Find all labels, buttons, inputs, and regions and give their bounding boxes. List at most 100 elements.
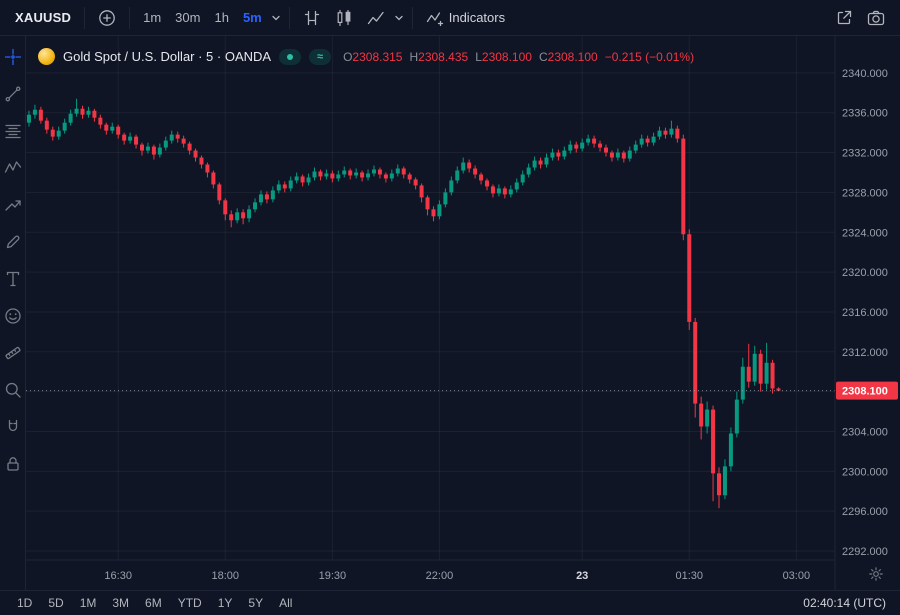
text-tool-button[interactable] [2, 268, 24, 290]
legend-symbol-title[interactable]: Gold Spot / U.S. Dollar · 5 · OANDA [63, 49, 272, 64]
close-value: 2308.100 [547, 49, 598, 64]
symbol-search-button[interactable]: XAUUSD [8, 6, 78, 29]
chart-style-candles-button[interactable] [328, 5, 360, 31]
low-value: 2308.100 [481, 49, 532, 64]
ohlc-readout: O 2308.315 H 2308.435 L 2308.100 C 2308.100 … [343, 50, 694, 64]
interval-menu-button[interactable] [269, 9, 283, 27]
svg-text:19:30: 19:30 [319, 570, 347, 582]
projection-tool-button[interactable] [2, 194, 24, 216]
top-toolbar-left: XAUUSD 1m 30m 1h 5m [8, 5, 512, 31]
lock-tool-button[interactable] [2, 453, 24, 475]
last-price-tag [836, 381, 898, 400]
measure-tool-button[interactable] [2, 342, 24, 364]
svg-text:23: 23 [576, 570, 588, 582]
range-button-all[interactable]: All [272, 594, 299, 612]
screenshot-button[interactable] [860, 5, 892, 31]
pattern-icon [4, 161, 21, 173]
svg-text:2308.100: 2308.100 [842, 386, 888, 398]
interval-button-1h[interactable]: 1h [207, 6, 235, 29]
svg-text:2324.000: 2324.000 [842, 227, 888, 239]
chart-pane: 2340.000 2336.000 2332.000 2328.000 2324.000… [26, 36, 900, 590]
brush-icon [6, 235, 19, 249]
date-range-buttons: 1D 5D 1M 3M 6M YTD 1Y 5Y All [10, 594, 299, 612]
svg-text:2300.000: 2300.000 [842, 466, 888, 478]
top-toolbar: XAUUSD 1m 30m 1h 5m [0, 0, 900, 36]
drawing-toolbar [0, 36, 26, 590]
brush-tool-button[interactable] [2, 231, 24, 253]
chevron-down-icon [395, 15, 403, 20]
magnet-icon [8, 419, 17, 432]
camera-icon [867, 10, 885, 25]
toolbar-separator [129, 6, 131, 29]
svg-text:22:00: 22:00 [426, 570, 454, 582]
indicators-icon [426, 11, 443, 26]
range-button-6m[interactable]: 6M [138, 594, 169, 612]
emoji-tool-button[interactable] [2, 305, 24, 327]
toolbar-separator [411, 6, 413, 29]
fibonacci-icon [4, 124, 21, 139]
crosshair-tool-button[interactable] [2, 46, 24, 68]
range-button-5y[interactable]: 5Y [241, 594, 270, 612]
interval-button-5m[interactable]: 5m [236, 6, 269, 29]
svg-text:18:00: 18:00 [212, 570, 240, 582]
trendline-icon [5, 86, 20, 102]
candlestick-chart[interactable]: 2340.000 2336.000 2332.000 2328.000 2324.000… [26, 36, 900, 590]
market-status-badge[interactable] [279, 48, 302, 65]
svg-text:2328.000: 2328.000 [842, 187, 888, 199]
svg-text:2312.000: 2312.000 [842, 347, 888, 359]
svg-text:01:30: 01:30 [675, 570, 703, 582]
gear-icon [869, 567, 883, 581]
trendline-tool-button[interactable] [2, 83, 24, 105]
share-button[interactable] [828, 5, 860, 31]
range-button-ytd[interactable]: YTD [171, 594, 209, 612]
zoom-tool-button[interactable] [2, 379, 24, 401]
top-toolbar-right [828, 5, 892, 31]
range-button-3m[interactable]: 3M [105, 594, 136, 612]
interval-button-1m[interactable]: 1m [136, 6, 168, 29]
toolbar-separator [84, 6, 86, 29]
bars-style-icon [304, 10, 319, 25]
chart-style-menu-button[interactable] [392, 9, 406, 27]
range-button-1y[interactable]: 1Y [211, 594, 240, 612]
utc-clock[interactable]: 02:40:14 (UTC) [799, 594, 890, 612]
emoji-icon [4, 308, 21, 324]
svg-text:2340.000: 2340.000 [842, 68, 888, 80]
close-key: C [538, 49, 548, 64]
compare-add-symbol-button[interactable] [91, 5, 123, 31]
high-key: H [409, 49, 419, 64]
open-key: O [343, 49, 353, 64]
chevron-down-icon [272, 15, 280, 20]
svg-text:2332.000: 2332.000 [842, 148, 888, 160]
range-button-1d[interactable]: 1D [10, 594, 39, 612]
range-button-1m[interactable]: 1M [73, 594, 104, 612]
magnet-tool-button[interactable] [2, 416, 24, 438]
bottom-toolbar: 1D 5D 1M 3M 6M YTD 1Y 5Y All 02:40:14 (U… [0, 590, 900, 615]
svg-text:2320.000: 2320.000 [842, 267, 888, 279]
chart-style-line-button[interactable] [360, 5, 392, 31]
gold-coin-icon [38, 48, 55, 65]
svg-text:2296.000: 2296.000 [842, 506, 888, 518]
svg-text:2336.000: 2336.000 [842, 108, 888, 120]
approximate-data-badge[interactable]: ≈ [309, 48, 332, 65]
indicators-button[interactable]: Indicators [419, 5, 512, 31]
candles-style-icon [337, 9, 351, 26]
svg-text:2316.000: 2316.000 [842, 307, 888, 319]
plus-circle-icon [99, 9, 115, 26]
ruler-icon [4, 346, 21, 360]
fibonacci-tool-button[interactable] [2, 120, 24, 142]
open-value: 2308.315 [352, 49, 403, 64]
svg-text:03:00: 03:00 [783, 570, 811, 582]
indicators-label: Indicators [448, 10, 506, 25]
main-body: 2340.000 2336.000 2332.000 2328.000 2324.000… [0, 36, 900, 590]
crosshair-icon [4, 48, 21, 66]
timezone-settings-button[interactable] [866, 564, 886, 584]
range-button-5d[interactable]: 5D [41, 594, 70, 612]
chart-style-bars-button[interactable] [296, 5, 328, 31]
svg-text:2304.000: 2304.000 [842, 426, 888, 438]
pattern-tool-button[interactable] [2, 157, 24, 179]
change-value: −0.215 (−0.01%) [604, 49, 695, 64]
text-icon [6, 271, 19, 287]
interval-button-30m[interactable]: 30m [168, 6, 207, 29]
